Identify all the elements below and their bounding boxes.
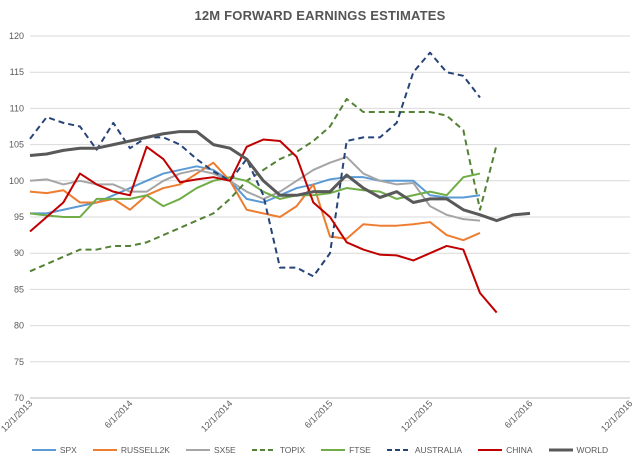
x-tick-label: 6/1/2015 (303, 398, 335, 430)
series-line-topix (29, 97, 498, 273)
legend-swatch (321, 449, 346, 451)
legend-swatch (31, 449, 56, 451)
legend-label: FTSE (349, 445, 371, 455)
series-line-world (29, 130, 531, 223)
x-tick-label: 6/1/2016 (503, 398, 535, 430)
x-tick-label: 12/1/2016 (599, 398, 634, 433)
legend: SPX RUSSELL2K SX5E TOPIX FTSE AUSTRALIA CHINA W… (0, 443, 640, 457)
legend-item-spx: SPX (31, 445, 77, 455)
legend-item-australia: AUSTRALIA (386, 445, 463, 455)
legend-swatch (386, 449, 411, 451)
series-line-australia (29, 51, 481, 278)
series-lines (29, 51, 531, 314)
gridlines (30, 35, 630, 399)
y-tick-label: 75 (14, 357, 24, 367)
legend-label: SX5E (213, 445, 236, 455)
y-tick-label: 70 (14, 393, 24, 403)
x-tick-label: 6/1/2014 (103, 398, 135, 430)
series-line-spx (30, 165, 481, 215)
legend-label: TOPIX (279, 445, 306, 455)
legend-item-topix: TOPIX (251, 445, 306, 455)
y-tick-label: 105 (9, 140, 24, 150)
y-tick-label: 90 (14, 248, 24, 258)
legend-item-russell2k: RUSSELL2K (92, 445, 170, 455)
series-line-russell2k (29, 161, 481, 242)
legend-label: WORLD (576, 445, 609, 455)
y-tick-label: 80 (14, 321, 24, 331)
legend-swatch (478, 449, 503, 451)
legend-item-sx5e: SX5E (185, 445, 236, 455)
x-tick-label: 12/1/2015 (399, 398, 434, 433)
y-tick-label: 120 (9, 31, 24, 41)
y-tick-label: 85 (14, 284, 24, 294)
y-tick-label: 95 (14, 212, 24, 222)
y-tick-label: 110 (10, 103, 24, 113)
x-tick-label: 12/1/2013 (0, 398, 34, 433)
series-line-china (29, 138, 498, 314)
series-line-sx5e (29, 155, 481, 222)
legend-label: AUSTRALIA (414, 445, 463, 455)
legend-label: RUSSELL2K (120, 445, 170, 455)
y-tick-label: 115 (10, 67, 24, 77)
legend-item-world: WORLD (548, 445, 609, 455)
legend-label: SPX (59, 445, 77, 455)
x-tick-label: 12/1/2014 (199, 398, 234, 433)
x-axis: 12/1/2013 6/1/2014 12/1/2014 6/1/2015 12/1/2… (0, 398, 634, 433)
legend-swatch (92, 449, 117, 451)
legend-item-ftse: FTSE (321, 445, 371, 455)
chart-title: 12M FORWARD EARNINGS ESTIMATES (194, 8, 446, 23)
legend-swatch (251, 449, 276, 451)
y-axis: 70 75 80 85 90 95 100 105 110 115 120 (9, 31, 24, 403)
y-tick-label: 100 (9, 176, 24, 186)
legend-swatch (185, 449, 210, 451)
legend-item-china: CHINA (478, 445, 533, 455)
legend-swatch (548, 448, 573, 452)
legend-label: CHINA (506, 445, 533, 455)
